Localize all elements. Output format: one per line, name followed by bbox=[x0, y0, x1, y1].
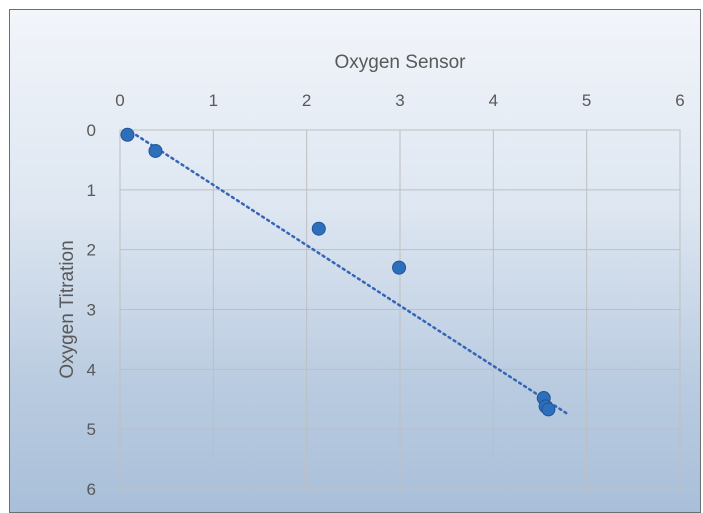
data-point bbox=[541, 402, 556, 417]
x-tick-label: 1 bbox=[209, 91, 218, 110]
x-tick-labels: 0 1 2 3 4 5 6 bbox=[115, 91, 684, 110]
y-tick-label: 0 bbox=[87, 121, 96, 140]
y-tick-label: 6 bbox=[87, 480, 96, 499]
data-point bbox=[392, 260, 407, 275]
gridlines bbox=[119, 129, 681, 490]
data-points bbox=[120, 127, 556, 417]
chart-area: 0 1 2 3 4 5 6 0 1 2 3 4 5 6 Oxygen Sensor Oxygen Tit… bbox=[9, 9, 701, 513]
x-tick-label: 2 bbox=[302, 91, 311, 110]
x-tick-label: 5 bbox=[582, 91, 591, 110]
trendline bbox=[129, 130, 570, 416]
trendline-group bbox=[129, 130, 570, 416]
x-tick-label: 0 bbox=[115, 91, 124, 110]
x-tick-label: 3 bbox=[395, 91, 404, 110]
x-axis-title: Oxygen Sensor bbox=[335, 52, 467, 73]
y-axis-title: Oxygen Titration bbox=[57, 240, 78, 378]
y-tick-label: 2 bbox=[87, 241, 96, 260]
y-tick-label: 5 bbox=[87, 420, 96, 439]
data-point bbox=[120, 127, 135, 142]
y-tick-label: 4 bbox=[87, 360, 96, 379]
plot-area-border bbox=[119, 129, 681, 490]
data-point bbox=[148, 143, 163, 158]
y-tick-label: 1 bbox=[87, 181, 96, 200]
y-tick-label: 3 bbox=[87, 301, 96, 320]
data-point bbox=[311, 221, 326, 236]
x-tick-label: 4 bbox=[489, 91, 498, 110]
y-tick-labels: 0 1 2 3 4 5 6 bbox=[87, 121, 96, 499]
scatter-chart: 0 1 2 3 4 5 6 0 1 2 3 4 5 6 Oxygen Sensor Oxygen Tit… bbox=[57, 52, 685, 499]
x-tick-label: 6 bbox=[675, 91, 684, 110]
